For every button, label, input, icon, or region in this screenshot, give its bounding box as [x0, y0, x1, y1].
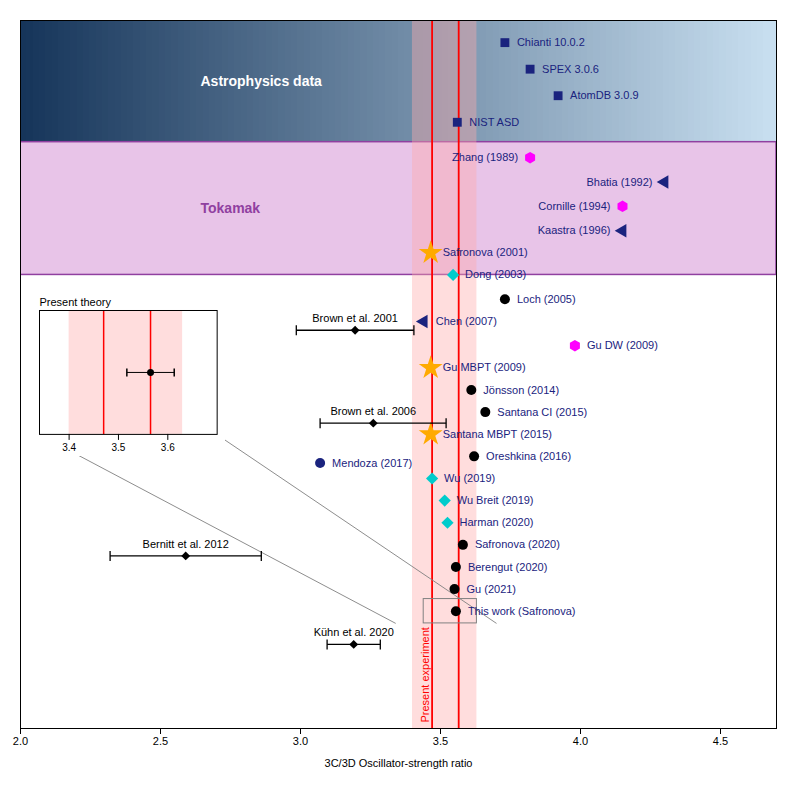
- svg-text:Mendoza (2017): Mendoza (2017): [332, 457, 412, 469]
- svg-text:3.4: 3.4: [62, 442, 76, 453]
- svg-text:Loch (2005): Loch (2005): [517, 293, 576, 305]
- svg-text:3.5: 3.5: [111, 442, 125, 453]
- svg-text:Gu MBPT (2009): Gu MBPT (2009): [443, 361, 526, 373]
- svg-text:Bhatia (1992): Bhatia (1992): [586, 176, 652, 188]
- svg-text:Safronova (2020): Safronova (2020): [475, 538, 560, 550]
- svg-text:Kaastra (1996): Kaastra (1996): [538, 224, 611, 236]
- svg-text:Chianti 10.0.2: Chianti 10.0.2: [517, 36, 585, 48]
- svg-text:Zhang (1989): Zhang (1989): [452, 151, 518, 163]
- svg-text:AtomDB 3.0.9: AtomDB 3.0.9: [570, 89, 638, 101]
- svg-text:Astrophysics data: Astrophysics data: [201, 73, 323, 89]
- svg-text:Jönsson (2014): Jönsson (2014): [483, 384, 559, 396]
- svg-text:3.0: 3.0: [293, 735, 308, 747]
- svg-text:Wu Breit (2019): Wu Breit (2019): [457, 494, 534, 506]
- svg-text:Present theory: Present theory: [39, 297, 111, 309]
- svg-text:SPEX 3.0.6: SPEX 3.0.6: [542, 63, 599, 75]
- svg-text:3.6: 3.6: [161, 442, 175, 453]
- svg-text:Dong (2003): Dong (2003): [465, 268, 526, 280]
- svg-text:Chen (2007): Chen (2007): [436, 315, 497, 327]
- svg-text:This work (Safronova): This work (Safronova): [468, 605, 576, 617]
- svg-text:3C/3D Oscillator-strength rati: 3C/3D Oscillator-strength ratio: [325, 757, 473, 769]
- svg-text:Cornille (1994): Cornille (1994): [538, 200, 610, 212]
- svg-text:Santana MBPT (2015): Santana MBPT (2015): [443, 428, 552, 440]
- svg-text:Wu (2019): Wu (2019): [444, 472, 495, 484]
- svg-text:3.5: 3.5: [433, 735, 448, 747]
- svg-text:Berengut (2020): Berengut (2020): [468, 561, 548, 573]
- svg-text:Gu DW (2009): Gu DW (2009): [587, 339, 658, 351]
- svg-text:Kühn et al. 2020: Kühn et al. 2020: [314, 626, 394, 638]
- svg-text:4.0: 4.0: [573, 735, 588, 747]
- svg-text:4.5: 4.5: [713, 735, 728, 747]
- svg-text:Safronova (2001): Safronova (2001): [443, 246, 528, 258]
- svg-text:Brown et al. 2006: Brown et al. 2006: [330, 405, 416, 417]
- svg-text:Bernitt et al. 2012: Bernitt et al. 2012: [143, 538, 229, 550]
- svg-text:Brown et al. 2001: Brown et al. 2001: [312, 312, 398, 324]
- svg-text:Santana CI (2015): Santana CI (2015): [497, 406, 587, 418]
- svg-text:2.0: 2.0: [13, 735, 28, 747]
- svg-text:Harman (2020): Harman (2020): [460, 516, 534, 528]
- svg-text:Gu (2021): Gu (2021): [467, 583, 517, 595]
- svg-text:Oreshkina (2016): Oreshkina (2016): [486, 450, 571, 462]
- svg-text:Tokamak: Tokamak: [201, 200, 261, 216]
- svg-text:Present experiment: Present experiment: [419, 627, 431, 722]
- svg-text:NIST ASD: NIST ASD: [469, 116, 519, 128]
- svg-text:2.5: 2.5: [153, 735, 168, 747]
